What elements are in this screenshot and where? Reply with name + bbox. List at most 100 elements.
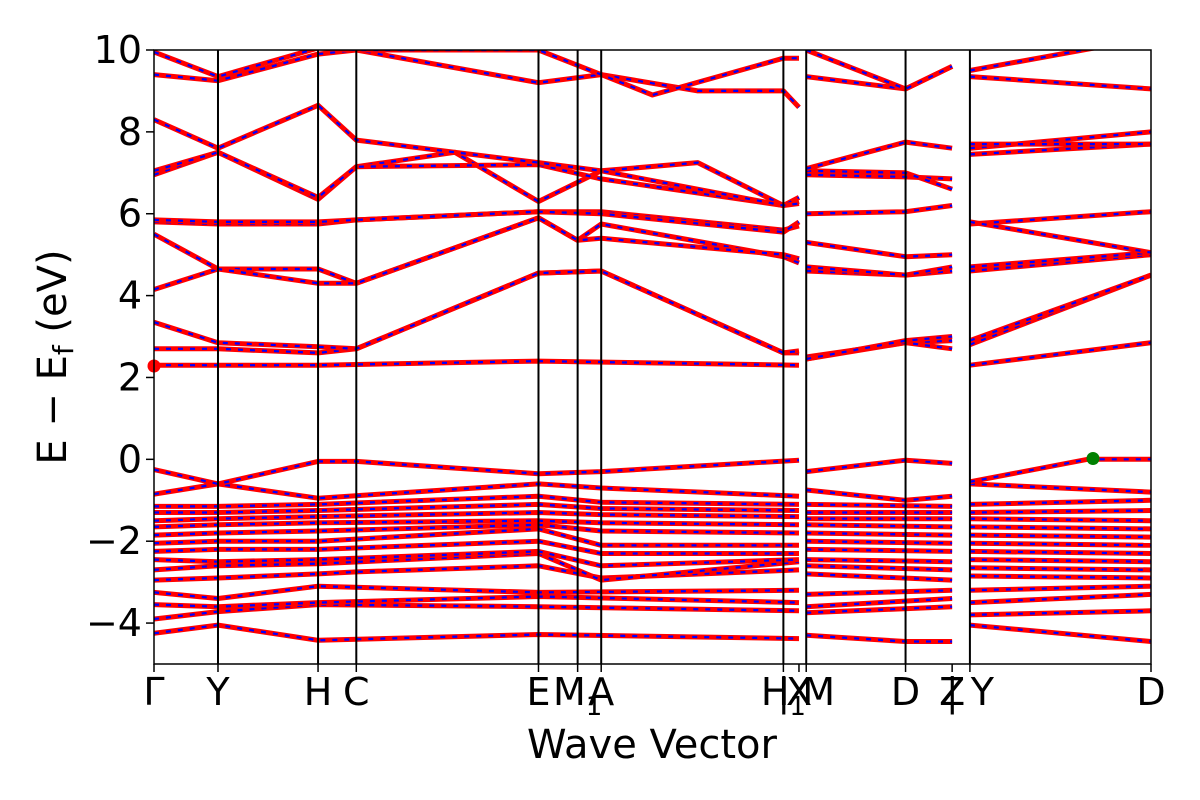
band-20-seg-0 [154,215,800,286]
band-16-seg-0-overlay [154,359,800,367]
band-25-seg-0-overlay [154,104,800,207]
band-3-seg-1-overlay [806,589,953,596]
vbm-marker [1086,452,1100,466]
band-9-seg-2 [969,532,1151,540]
band-21-seg-2 [969,209,1151,227]
x-tick-label: H [304,670,333,714]
band-lines [154,50,1151,644]
x-tick-label: X [786,670,812,714]
band-2-seg-1-overlay [806,597,953,608]
band-6-seg-2 [969,557,1151,565]
band-27-seg-1-overlay [805,50,953,91]
band-15-seg-2 [969,456,1151,485]
band-8-seg-1-overlay [806,540,953,545]
band-13-seg-1-overlay [806,503,953,508]
band-2-seg-2 [969,591,1151,606]
band-3-seg-0-overlay [154,585,800,600]
band-20-seg-2 [969,250,1151,270]
y-tick-label: 10 [94,28,142,72]
band-24-seg-1 [806,168,953,192]
y-axis-title-unit: (eV) [30,249,76,345]
band-3-seg-2 [969,583,1151,593]
y-axis-title-main: E − E [30,355,76,465]
band-6-seg-0-overlay [154,550,800,567]
band-8-seg-0-overlay [154,527,799,547]
band-16-seg-2 [969,340,1151,368]
band-22-seg-2 [969,219,1151,256]
band-15-seg-2-overlay [969,458,1151,483]
band-18-seg-0-overlay [154,269,800,355]
band-1-seg-0-overlay [154,603,800,621]
band-23-seg-0-overlay [154,151,800,207]
band-19-seg-0 [154,215,800,292]
band-7-seg-1-overlay [806,548,953,553]
band-5-seg-2 [969,565,1151,573]
x-tick-label: | Y [946,670,995,715]
band-5-seg-0 [154,551,800,583]
y-axis-title-subscript: f [47,344,80,355]
band-19-seg-0-overlay [154,216,800,291]
y-tick-label: −4 [86,601,142,645]
y-tick-label: 2 [118,355,142,399]
y-tick-label: 4 [118,274,142,318]
x-tick-label: A [588,670,614,714]
band-7-seg-0-overlay [154,540,799,555]
x-tick-label: C [343,670,370,714]
band-4-seg-2 [969,573,1151,581]
band-24-seg-0-overlay [154,151,800,207]
band-26-seg-0-overlay [154,50,800,109]
band-edge-markers [147,359,1100,466]
band-0-seg-2 [969,622,1151,644]
band-14-seg-0-overlay [154,482,800,500]
x-axis-title: Wave Vector [527,722,778,768]
x-tick-label: | M [777,670,835,715]
band-10-seg-0-overlay [154,519,800,528]
band-6-seg-1-overlay [806,558,953,563]
band-8-seg-2 [969,540,1151,548]
band-17-seg-0 [154,268,799,356]
band-24-seg-0 [154,149,801,208]
band-9-seg-1-overlay [806,531,953,537]
band-0-seg-0 [154,622,800,643]
band-12-seg-2 [969,508,1151,515]
y-tick-label: 8 [118,110,142,154]
x-tick-label: Y [205,670,230,714]
x-tick-label: D [891,670,920,714]
band-14-seg-2 [969,481,1151,495]
x-tick-label: E [526,670,550,714]
band-18-seg-0 [154,268,800,356]
y-tick-label: 6 [118,192,142,236]
band-2-seg-0-overlay [154,595,800,608]
band-4-seg-1-overlay [806,572,953,582]
x-tick-label: Z [939,670,965,714]
x-tick-label: H1 [761,670,806,722]
y-axis-ticks: −4 −2 0 2 4 6 8 10 [86,28,154,645]
band-27-seg-0 [154,50,799,98]
band-1-seg-1-overlay [806,605,953,614]
band-13-seg-2 [969,497,1151,507]
band-27-seg-1 [805,50,954,92]
band-12-seg-0-overlay [154,503,800,514]
band-23-seg-0 [154,149,800,208]
y-axis-title: E − Ef (eV) [30,249,80,464]
x-tick-label: M1 [553,670,602,722]
band-9-seg-0-overlay [154,523,800,537]
high-symmetry-dividers [216,50,971,664]
y-tick-label: 0 [118,437,142,481]
y-tick-label: −2 [86,519,142,563]
x-tick-label: D [1136,670,1165,714]
band-11-seg-0-overlay [154,511,800,522]
band-7-seg-2 [969,548,1151,556]
band-18-seg-2-overlay [969,274,1151,342]
band-15-seg-0 [154,457,800,487]
band-17-seg-0-overlay [154,269,799,355]
band-1-seg-2 [969,608,1151,618]
band-22-seg-1 [805,239,953,260]
band-13-seg-0-overlay [154,495,800,508]
band-25-seg-1-overlay [805,140,953,170]
band-11-seg-2 [969,516,1151,524]
band-10-seg-2 [969,524,1151,532]
band-26-seg-2 [969,74,1151,92]
